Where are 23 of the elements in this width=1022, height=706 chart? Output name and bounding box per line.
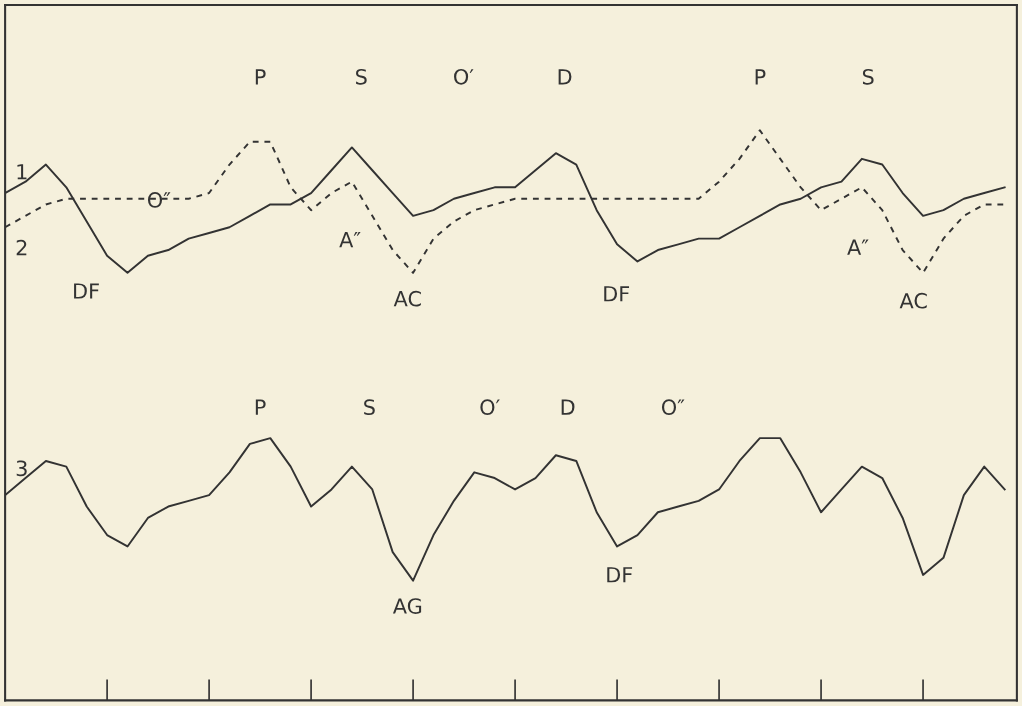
text: P	[255, 69, 266, 85]
annotation: AG	[392, 598, 422, 614]
annotation: P	[255, 399, 266, 415]
series-label: 3	[16, 460, 27, 477]
annotation: AC	[899, 292, 927, 309]
annotation: O″	[147, 192, 171, 208]
annotation: A″	[339, 231, 361, 248]
text: D	[558, 69, 572, 85]
series-label: 2	[16, 239, 27, 256]
annotation: AC	[393, 290, 421, 307]
annotation: O′	[480, 399, 500, 416]
series-label: 1	[17, 164, 27, 180]
annotation: DF	[607, 567, 633, 583]
annotation: DF	[604, 286, 630, 302]
text: S	[356, 68, 367, 85]
annotation: D	[561, 399, 575, 415]
annotation: A″	[847, 239, 869, 255]
annotation: O″	[661, 399, 685, 416]
annotation: S	[364, 399, 375, 416]
text: S	[862, 68, 874, 85]
annotation: DF	[74, 283, 99, 299]
text: P	[755, 69, 766, 85]
text: O′	[454, 68, 474, 85]
